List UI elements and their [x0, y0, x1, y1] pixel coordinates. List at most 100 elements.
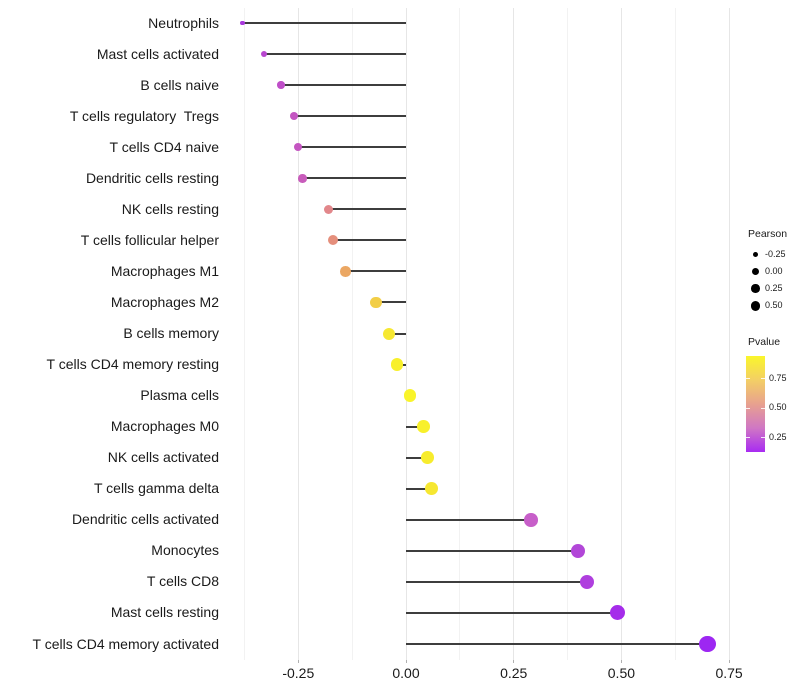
y-axis-label: Monocytes [151, 542, 219, 559]
size-legend-label: 0.00 [765, 265, 783, 276]
lollipop-dot [571, 543, 586, 558]
lollipop-dot [421, 451, 434, 465]
x-axis-tick [297, 660, 299, 663]
color-legend-tick [761, 378, 765, 379]
gridline-minor [674, 8, 676, 660]
y-axis-label: Macrophages M0 [110, 418, 219, 435]
color-legend-gradient-bar [746, 356, 765, 452]
plot-panel [233, 8, 747, 660]
lollipop-dot [425, 482, 439, 496]
x-axis-tick-label: 0.50 [607, 665, 636, 681]
y-axis-label: B cells memory [123, 325, 219, 341]
y-axis-label: T cells CD4 naive [109, 138, 219, 155]
x-axis-tick [620, 660, 622, 663]
y-axis-label: T cells CD8 [146, 573, 219, 590]
x-axis-tick [405, 660, 407, 663]
lollipop-stem [406, 580, 587, 583]
x-axis-tick [513, 660, 515, 663]
gridline-minor [459, 8, 461, 660]
size-legend-dot [751, 284, 760, 293]
lollipop-dot [370, 296, 382, 309]
gridline-major [297, 8, 299, 660]
lollipop-stem [332, 239, 406, 242]
y-axis-label: B cells naive [140, 76, 219, 93]
lollipop-stem [281, 84, 406, 87]
y-axis-label: Dendritic cells activated [71, 511, 219, 528]
y-axis-label: Macrophages M2 [110, 293, 219, 310]
gridline-major [620, 8, 622, 660]
size-legend-label: 0.50 [765, 300, 783, 311]
lollipop-stem [406, 549, 579, 552]
gridline-minor [567, 8, 569, 660]
lollipop-dot [260, 50, 268, 58]
lollipop-dot [298, 174, 307, 183]
lollipop-dot [609, 605, 625, 621]
size-legend-title: Pearson [748, 228, 788, 240]
x-axis-tick-label: 0.25 [500, 665, 528, 681]
gridline-major [728, 8, 730, 660]
lollipop-dot [391, 358, 404, 371]
x-axis-tick-label: 0.00 [392, 665, 420, 681]
x-axis-tick [728, 660, 730, 663]
lollipop-dot [294, 143, 303, 152]
y-axis-label: Mast cells activated [96, 45, 219, 62]
x-axis-tick-label: -0.25 [282, 665, 315, 681]
lollipop-dot [404, 389, 417, 402]
y-axis-label: Neutrophils [148, 14, 219, 31]
lollipop-dot [416, 420, 430, 433]
gridline-minor [243, 8, 245, 660]
gridline-major [513, 8, 515, 660]
lollipop-stem [375, 301, 406, 304]
lollipop-dot [524, 513, 538, 527]
lollipop-stem [242, 22, 406, 24]
color-legend-title: Pvalue [748, 336, 781, 348]
y-axis-label: Mast cells resting [110, 604, 219, 621]
y-axis-label: T cells CD4 memory activated [32, 635, 219, 652]
lollipop-stem [406, 643, 708, 645]
lollipop-dot [699, 635, 716, 653]
lollipop-stem [345, 270, 406, 273]
size-legend-dot [753, 251, 758, 257]
lollipop-stem [298, 146, 406, 149]
color-legend-label: 0.75 [769, 372, 787, 383]
lollipop-dot [327, 235, 338, 246]
size-legend-dot [752, 267, 759, 275]
y-axis-label: T cells follicular helper [80, 231, 219, 248]
lollipop-stem [263, 53, 406, 56]
color-legend-tick [746, 407, 750, 409]
lollipop-dot [323, 204, 334, 215]
lollipop-stem [406, 456, 428, 459]
size-legend-label: 0.25 [765, 283, 783, 294]
color-legend-tick [761, 407, 765, 409]
y-axis-label: T cells regulatory Tregs [69, 107, 219, 124]
color-legend-label: 0.25 [769, 431, 787, 442]
lollipop-dot [289, 112, 298, 121]
lollipop-stem [406, 611, 618, 614]
y-axis-label: NK cells activated [107, 449, 219, 466]
y-axis-label: T cells CD4 memory resting [46, 356, 219, 373]
size-legend-label: -0.25 [765, 248, 786, 259]
y-axis-label: NK cells resting [121, 200, 219, 217]
lollipop-stem [406, 518, 531, 521]
x-axis-tick-label: 0.75 [715, 665, 743, 681]
lollipop-dot [340, 266, 351, 277]
lollipop-stem [302, 177, 406, 180]
lollipop-stem [406, 425, 424, 428]
lollipop-dot [277, 81, 285, 89]
color-legend-tick [746, 378, 750, 379]
size-legend-dot [750, 301, 761, 311]
lollipop-stem [388, 332, 406, 335]
gridline-minor [351, 8, 353, 660]
color-legend-label: 0.50 [769, 402, 787, 412]
gridline-major [405, 8, 407, 660]
lollipop-dot [579, 574, 595, 590]
color-legend-tick [761, 437, 765, 438]
color-legend-tick [746, 437, 750, 438]
y-axis-label: T cells gamma delta [93, 480, 219, 497]
lollipop-dot [382, 327, 395, 340]
y-axis-label: Dendritic cells resting [85, 169, 219, 186]
lollipop-stem [406, 487, 432, 490]
lollipop-stem [293, 115, 406, 118]
y-axis-label: Macrophages M1 [110, 262, 219, 279]
